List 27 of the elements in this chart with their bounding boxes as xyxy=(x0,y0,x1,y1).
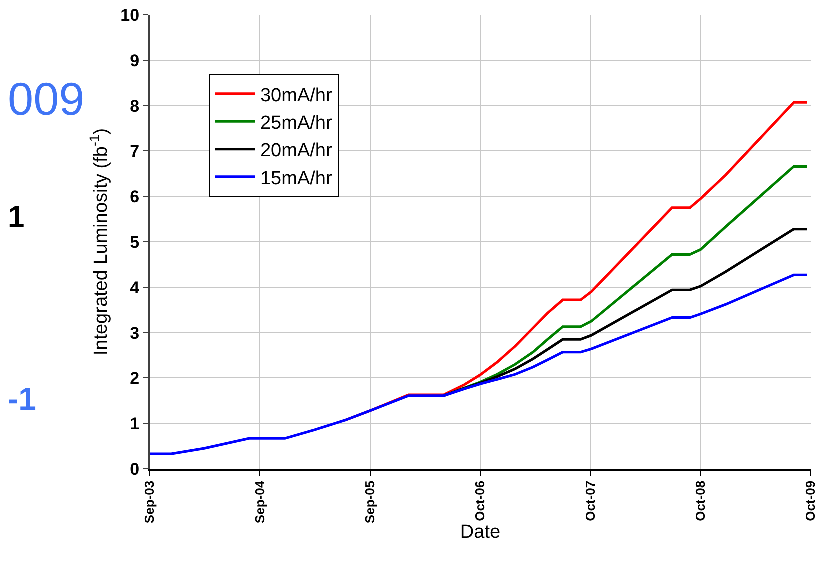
x-tick-label: Sep-05 xyxy=(362,480,378,524)
text: 009 xyxy=(8,73,85,125)
x-tick-label: Oct-08 xyxy=(693,480,708,522)
y-tick-label: 7 xyxy=(130,142,140,162)
legend-label: 25mA/hr xyxy=(260,112,333,134)
text: 1 xyxy=(8,201,25,234)
y-tick-label: 6 xyxy=(130,188,140,207)
line-series xyxy=(150,274,809,456)
y-tick-label: 1 xyxy=(130,414,140,434)
text: -1 xyxy=(8,381,36,417)
legend-label: 15mA/hr xyxy=(260,168,333,190)
x-tick-label: Sep-03 xyxy=(142,480,158,524)
y-tick-label: 2 xyxy=(130,369,140,388)
y-tick-label: 0 xyxy=(130,460,140,479)
y-tick-label: 3 xyxy=(130,324,140,343)
x-tick-label: Oct-09 xyxy=(803,480,818,522)
legend-label: 30mA/hr xyxy=(260,85,333,106)
y-tick-label: 9 xyxy=(130,51,140,70)
x-tick-label: Sep-04 xyxy=(252,480,268,524)
x-tick-label: Oct-07 xyxy=(582,480,598,522)
y-tick-label: 5 xyxy=(130,232,140,252)
y-tick-label: 4 xyxy=(130,278,140,298)
legend-label: 20mA/hr xyxy=(260,140,333,162)
x-axis-title: Date xyxy=(460,522,501,543)
y-tick-label: 8 xyxy=(130,96,140,116)
x-tick-label: Oct-06 xyxy=(472,480,488,522)
y-tick-label: 10 xyxy=(120,6,140,25)
